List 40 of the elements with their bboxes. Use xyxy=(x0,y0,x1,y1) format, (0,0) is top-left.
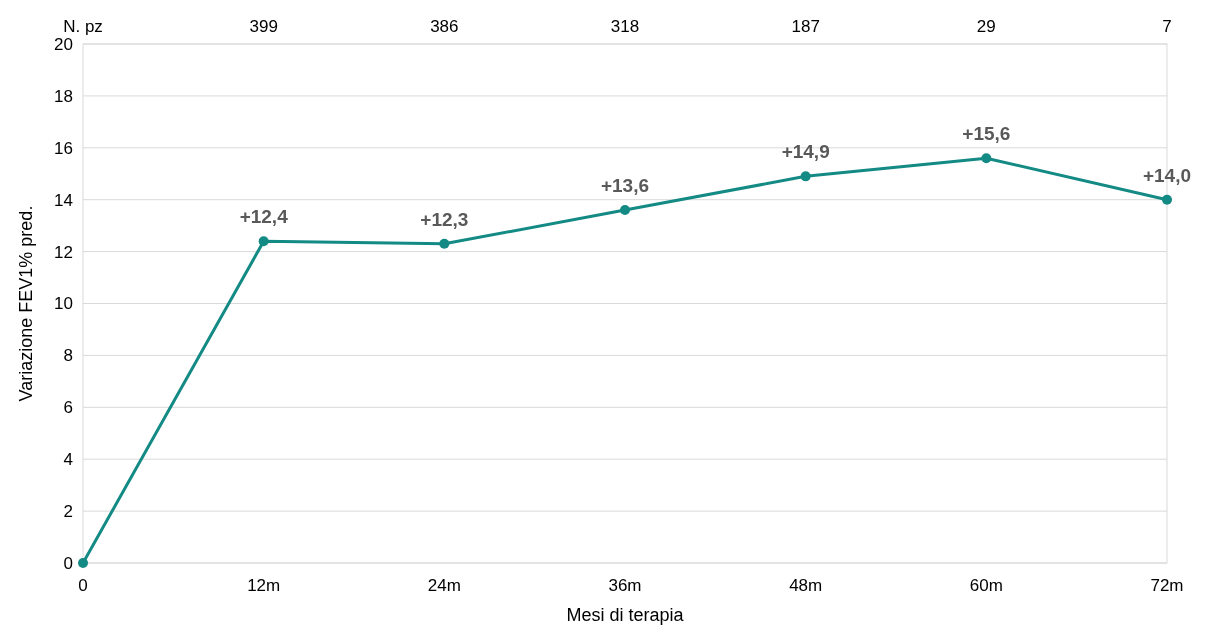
point xyxy=(78,558,88,568)
y-tick-label: 10 xyxy=(54,294,73,314)
y-tick-label: 18 xyxy=(54,86,73,106)
y-axis-title: Variazione FEV1% pred. xyxy=(16,205,36,402)
text: 318 xyxy=(610,17,640,36)
point xyxy=(258,236,269,247)
text: 29 xyxy=(976,17,996,36)
y-tick-label: 14 xyxy=(54,190,73,210)
point xyxy=(981,153,992,164)
data-label: +14,0 xyxy=(1142,164,1192,186)
x-tick-label: 36m xyxy=(608,576,642,595)
y-tick-label: 8 xyxy=(63,346,73,366)
x-tick-label: 60m xyxy=(969,576,1003,595)
data-label: +13,6 xyxy=(600,175,650,197)
data-label: +12,4 xyxy=(239,206,289,228)
y-tick-label: 4 xyxy=(63,450,73,470)
y-tick-label: 20 xyxy=(54,34,73,54)
text: 399 xyxy=(249,17,278,36)
x-tick-label: 48m xyxy=(789,576,823,595)
text: 386 xyxy=(430,17,459,36)
text: 187 xyxy=(791,17,820,36)
text: 7 xyxy=(1162,17,1172,36)
x-tick-label: 24m xyxy=(427,576,461,595)
y-tick-label: 16 xyxy=(54,138,73,158)
point xyxy=(1162,194,1172,205)
x-tick-label: 72m xyxy=(1150,576,1184,595)
y-tick-label: 6 xyxy=(63,398,73,418)
y-tick-label: 2 xyxy=(63,502,73,522)
point xyxy=(439,238,450,249)
text: N. pz xyxy=(63,17,103,36)
data-label: +12,3 xyxy=(420,208,469,230)
data-label: +15,6 xyxy=(962,123,1011,145)
x-tick-label: 0 xyxy=(78,576,88,595)
data-label: +14,9 xyxy=(781,141,830,163)
y-tick-label: 12 xyxy=(54,242,73,262)
y-tick-label: 0 xyxy=(63,553,73,573)
x-axis-title: Mesi di terapia xyxy=(566,605,685,625)
point xyxy=(800,171,811,182)
x-tick-label: 12m xyxy=(247,576,281,595)
point xyxy=(620,205,630,216)
